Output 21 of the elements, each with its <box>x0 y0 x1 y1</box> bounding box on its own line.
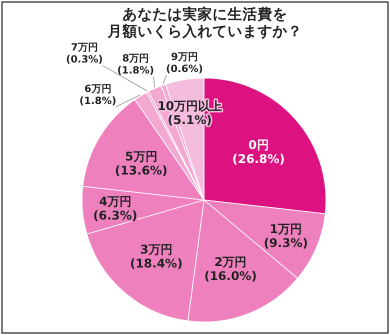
data-label: (18.4%) <box>130 256 183 271</box>
data-label: (0.3%) <box>66 54 103 66</box>
slice-label: 4万円 <box>99 194 132 209</box>
data-label: (13.6%) <box>114 163 168 178</box>
slice-label: 9万円 <box>170 52 198 64</box>
slice-label: 1万円 <box>270 222 302 236</box>
data-label: (16.0%) <box>204 269 257 284</box>
data-label: (1.8%) <box>79 96 116 107</box>
slice-label: 3万円 <box>140 242 172 257</box>
slice-label: 6万円 <box>84 84 112 95</box>
slice-label: 0円 <box>248 138 269 152</box>
slice-label: 5万円 <box>125 149 158 164</box>
slice-label: 2万円 <box>214 255 247 270</box>
chart-title: あなたは実家に生活費を月額いくら入れていますか？ <box>106 5 302 40</box>
data-label: (9.3%) <box>264 236 308 250</box>
data-label: (1.8%) <box>117 65 154 76</box>
slice-label: 7万円 <box>70 42 98 54</box>
slice-label: 8万円 <box>122 53 150 64</box>
data-label: (6.3%) <box>93 208 138 223</box>
data-label: (0.6%) <box>166 64 203 76</box>
data-label: (26.8%) <box>232 152 285 166</box>
